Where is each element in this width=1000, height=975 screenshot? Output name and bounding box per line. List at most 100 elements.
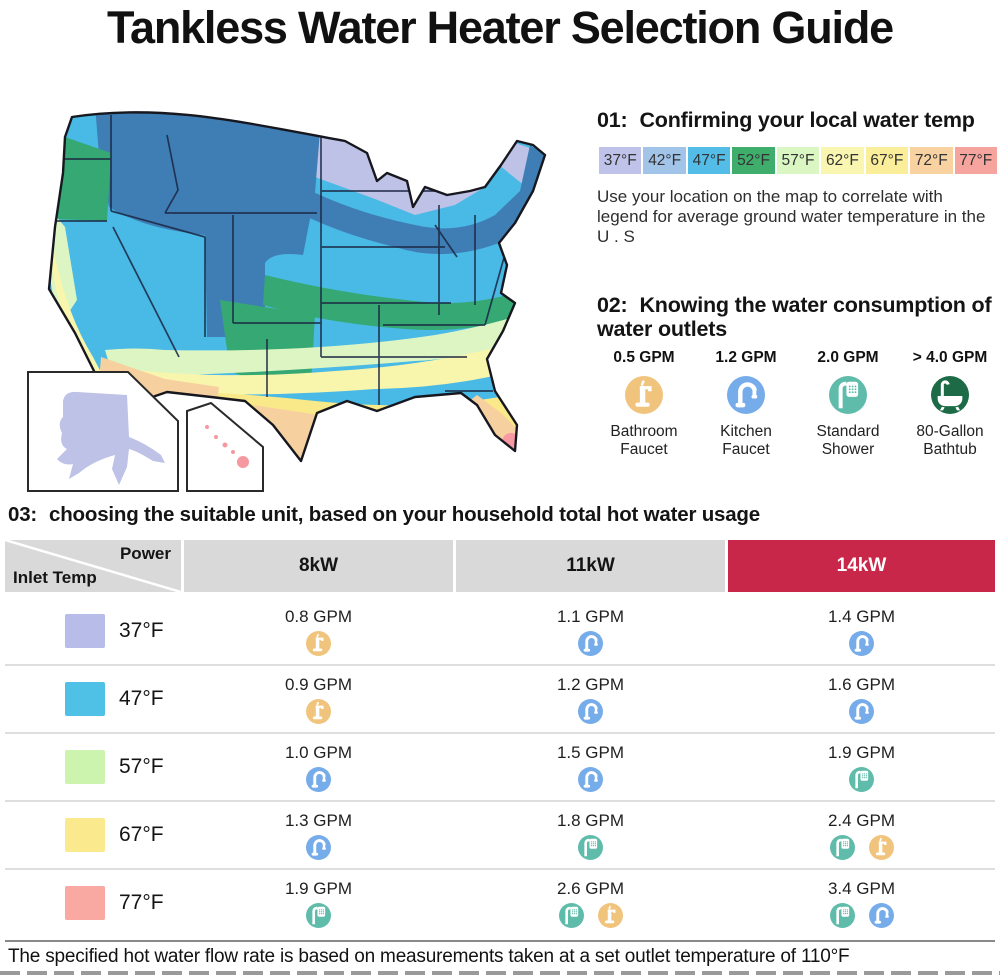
legend-cell-57f: 57°F	[776, 147, 820, 174]
step2-number: 02:	[597, 293, 628, 317]
flow-value: 1.9 GPM	[284, 878, 353, 898]
bathroom-faucet-icon	[625, 376, 663, 414]
flow-cell: 3.4 GPM	[728, 879, 995, 928]
step1-description: Use your location on the map to correlat…	[597, 187, 986, 246]
flow-cell: 1.5 GPM	[456, 743, 725, 792]
step1-heading-text: Confirming your local water temp	[639, 108, 975, 132]
flow-icons	[306, 630, 331, 656]
flow-cell: 1.3 GPM	[184, 811, 453, 860]
outlet-gpm: 2.0 GPM	[817, 349, 879, 366]
table-row-67f: 67°F 1.3 GPM 1.8 GPM 2.4 GPM	[5, 802, 995, 870]
shower-icon	[829, 834, 855, 860]
flow-cell: 1.9 GPM	[184, 879, 453, 928]
flow-value: 0.8 GPM	[284, 606, 353, 626]
flow-value: 0.9 GPM	[284, 674, 353, 694]
outlet-bathtub: > 4.0 GPM 80-Gallon Bathtub	[902, 349, 998, 460]
bathroom-faucet-icon	[597, 902, 623, 928]
shower-icon	[558, 902, 584, 928]
outlet-gpm: 1.2 GPM	[715, 349, 777, 366]
outlet-icon-wrap	[931, 376, 969, 414]
kitchen-faucet-icon	[306, 834, 331, 860]
flow-cell: 1.0 GPM	[184, 743, 453, 792]
outlet-shower: 2.0 GPM Standard Shower	[800, 349, 896, 460]
flow-icons	[306, 698, 331, 724]
corner-diagonal-line	[5, 540, 181, 592]
outlet-gpm: > 4.0 GPM	[912, 349, 988, 366]
temp-label: 77°F	[119, 891, 164, 914]
us-map-svg	[27, 111, 547, 492]
flow-value: 2.4 GPM	[827, 810, 896, 830]
flow-value: 1.2 GPM	[556, 674, 625, 694]
legend-cell-52f: 52°F	[732, 147, 775, 174]
corner-power-label: Power	[119, 544, 171, 563]
table-corner-cell: Power Inlet Temp	[5, 540, 181, 592]
flow-value: 1.4 GPM	[827, 606, 896, 626]
flow-icons	[829, 834, 894, 860]
table-col-14kw: 14kW	[728, 540, 995, 592]
step3-heading: 03: choosing the suitable unit, based on …	[8, 503, 760, 527]
table-row-77f: 77°F 1.9 GPM 2.6 GPM 3.4 GPM	[5, 870, 995, 936]
alaska-inset	[27, 371, 179, 492]
page-title: Tankless Water Heater Selection Guide	[107, 2, 894, 53]
shower-icon	[849, 766, 874, 792]
step1-heading: 01: Confirming your local water temp	[597, 108, 999, 133]
flow-icons	[849, 698, 874, 724]
outlet-name: 80-Gallon Bathtub	[916, 423, 984, 459]
us-outline	[47, 111, 547, 463]
flow-value: 1.3 GPM	[284, 810, 353, 830]
shower-icon	[829, 902, 855, 928]
flow-cell: 2.4 GPM	[728, 811, 995, 860]
legend-cell-37f: 37°F	[599, 147, 642, 174]
shower-icon	[578, 834, 603, 860]
kitchen-faucet-icon	[849, 698, 874, 724]
step2-heading-text: Knowing the water consumption of water o…	[597, 293, 992, 342]
us-water-temp-map	[15, 95, 587, 497]
temp-label: 57°F	[119, 755, 164, 778]
flow-value: 1.8 GPM	[556, 810, 625, 830]
step3-heading-text: choosing the suitable unit, based on you…	[49, 503, 760, 526]
table-row-37f: 37°F 0.8 GPM 1.1 GPM 1.4 GPM	[5, 598, 995, 666]
temp-label: 67°F	[119, 823, 164, 846]
outlet-kitchen-faucet: 1.2 GPM Kitchen Faucet	[698, 349, 794, 460]
footer-note: The specified hot water flow rate is bas…	[8, 946, 850, 967]
flow-icons	[306, 766, 331, 792]
temp-swatch	[65, 818, 105, 852]
flow-cell: 1.8 GPM	[456, 811, 725, 860]
flow-cell: 1.1 GPM	[456, 607, 725, 656]
shower-icon	[829, 376, 867, 414]
flow-icons	[558, 902, 623, 928]
table-header-row: Power Inlet Temp 8kW 11kW 14kW	[5, 540, 995, 592]
legend-cell-77f: 77°F	[954, 147, 997, 174]
table-row-47f: 47°F 0.9 GPM 1.2 GPM 1.6 GPM	[5, 666, 995, 734]
hawaii-inset	[186, 401, 264, 492]
kitchen-faucet-icon	[578, 630, 603, 656]
outlet-icon-wrap	[727, 376, 765, 414]
flow-icons	[306, 902, 331, 928]
temp-swatch	[65, 886, 105, 920]
outlet-icon-wrap	[625, 376, 663, 414]
outlet-name: Bathroom Faucet	[610, 423, 678, 459]
inlet-temp-cell: 57°F	[5, 750, 181, 784]
flow-icons	[306, 834, 331, 860]
flow-value: 1.6 GPM	[827, 674, 896, 694]
flow-icons	[578, 834, 603, 860]
legend-cell-67f: 67°F	[865, 147, 909, 174]
flow-cell: 1.2 GPM	[456, 675, 725, 724]
shower-icon	[306, 902, 331, 928]
inlet-temp-cell: 37°F	[5, 614, 181, 648]
flow-icons	[829, 902, 894, 928]
outlet-gpm: 0.5 GPM	[613, 349, 675, 366]
outlet-name: Kitchen Faucet	[720, 423, 772, 459]
flow-value: 2.6 GPM	[556, 878, 625, 898]
outlet-icon-wrap	[829, 376, 867, 414]
kitchen-faucet-icon	[578, 698, 603, 724]
legend-cell-47f: 47°F	[687, 147, 731, 174]
kitchen-faucet-icon	[868, 902, 894, 928]
table-col-11kw: 11kW	[456, 540, 725, 592]
flow-icons	[849, 766, 874, 792]
inlet-temp-cell: 47°F	[5, 682, 181, 716]
step3-number: 03:	[8, 503, 38, 526]
step1-number: 01:	[597, 108, 628, 132]
outlet-name: Standard Shower	[816, 423, 880, 459]
